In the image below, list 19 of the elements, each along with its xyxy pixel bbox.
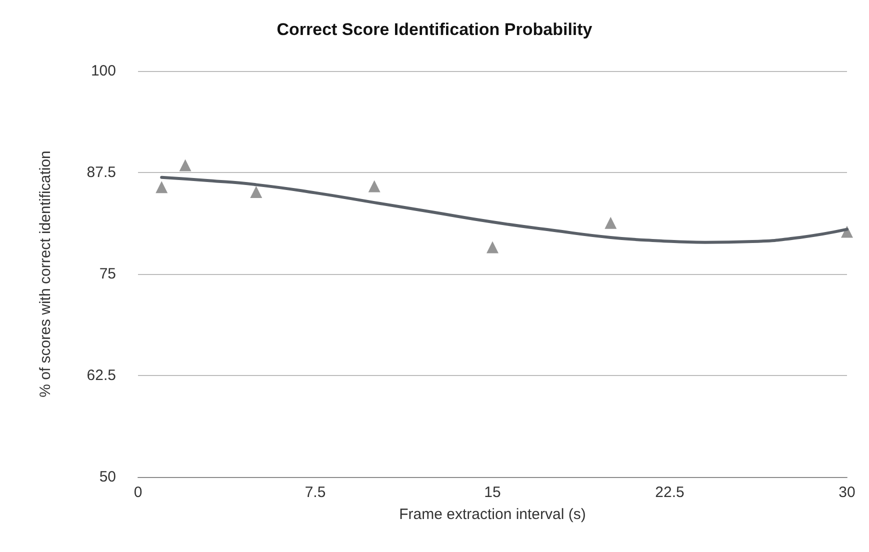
x-tick-label: 30 xyxy=(838,484,856,501)
x-tick-label: 15 xyxy=(484,484,501,501)
x-axis-title: Frame extraction interval (s) xyxy=(399,506,586,523)
y-tick-label: 75 xyxy=(99,266,116,282)
point xyxy=(604,216,617,229)
point xyxy=(250,186,262,198)
y-axis-title: % of scores with correct identification xyxy=(37,150,54,398)
point xyxy=(368,180,380,192)
y-tick-label: 62.5 xyxy=(86,367,116,384)
y-tick-label: 50 xyxy=(99,468,116,486)
y-tick-label: 87.5 xyxy=(86,164,116,181)
chart-title: Correct Score Identification Probability xyxy=(276,20,593,39)
point xyxy=(156,181,168,194)
y-tick-label: 100 xyxy=(90,62,116,80)
x-tick-label: 22.5 xyxy=(655,484,684,501)
x-tick-label: 7.5 xyxy=(304,484,326,501)
x-tick-label: 0 xyxy=(134,484,142,501)
point xyxy=(486,241,498,254)
point xyxy=(179,159,192,172)
